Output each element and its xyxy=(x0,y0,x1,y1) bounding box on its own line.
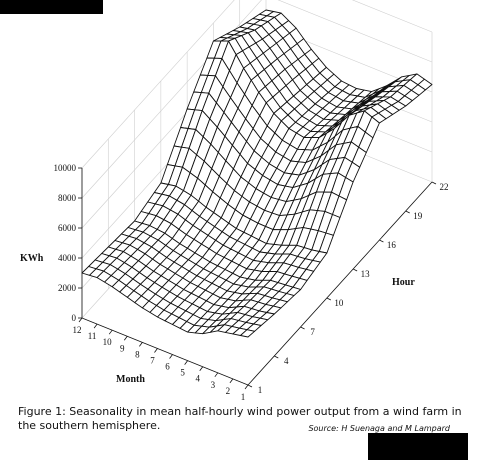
month-axis-label: Month xyxy=(116,374,145,385)
figure-caption-text: Figure 1: Seasonality in mean half-hourl… xyxy=(18,405,462,432)
month-tick-label: 4 xyxy=(195,374,200,384)
month-axis-tick xyxy=(229,378,234,384)
backwall-gridline xyxy=(81,0,235,169)
hour-axis-tick xyxy=(352,268,358,272)
hour-tick-label: 10 xyxy=(334,298,344,308)
hour-axis-tick xyxy=(247,384,253,388)
figure-caption: Figure 1: Seasonality in mean half-hourl… xyxy=(18,405,468,433)
redaction-bar-top xyxy=(0,0,103,14)
hour-tick-label: 13 xyxy=(361,269,371,279)
chart-surface-mesh xyxy=(81,9,433,338)
z-tick-label: 4000 xyxy=(58,253,77,263)
z-tick-label: 2000 xyxy=(58,283,77,293)
hour-axis-tick xyxy=(326,297,332,301)
month-axis-tick xyxy=(199,366,204,371)
month-tick-label: 9 xyxy=(120,343,125,353)
hour-tick-label: 19 xyxy=(413,211,423,221)
hour-tick-label: 22 xyxy=(440,182,449,192)
hour-tick-label: 7 xyxy=(310,327,315,337)
sidewall-gridline xyxy=(277,0,433,63)
hour-axis-tick xyxy=(379,239,384,243)
hour-axis-tick xyxy=(431,181,437,185)
hour-axis-line xyxy=(247,181,433,386)
month-tick-label: 3 xyxy=(211,380,216,390)
surface-cell xyxy=(240,329,256,338)
month-axis-tick xyxy=(169,354,173,359)
month-axis-tick xyxy=(154,348,158,353)
z-tick-label: 6000 xyxy=(58,223,77,233)
month-tick-label: 1 xyxy=(241,392,246,400)
month-axis-tick xyxy=(108,329,113,335)
month-tick-label: 6 xyxy=(165,362,170,372)
z-tick-label: 10000 xyxy=(54,163,77,173)
z-tick-label: 0 xyxy=(72,313,77,323)
chart-axes: 0200040006000800010000KWh121110987654321… xyxy=(20,163,449,400)
month-axis-tick xyxy=(139,342,143,347)
month-tick-label: 11 xyxy=(88,331,97,341)
month-axis-line xyxy=(81,317,249,386)
redaction-bar-bottom xyxy=(368,433,468,460)
month-axis-tick xyxy=(78,317,83,323)
hour-axis-tick xyxy=(405,210,410,214)
month-tick-label: 2 xyxy=(226,386,231,396)
surface-chart: 0200040006000800010000KWh121110987654321… xyxy=(20,0,449,400)
z-axis-label: KWh xyxy=(20,253,44,264)
month-tick-label: 8 xyxy=(135,349,140,359)
hour-tick-label: 16 xyxy=(387,240,397,250)
month-axis-tick xyxy=(184,360,188,365)
hour-axis-tick xyxy=(274,355,279,359)
hour-axis-tick xyxy=(300,326,305,330)
month-tick-label: 7 xyxy=(150,355,155,365)
hour-axis-label: Hour xyxy=(392,277,415,288)
month-tick-label: 12 xyxy=(73,325,82,335)
month-axis-tick xyxy=(214,372,219,378)
month-tick-label: 10 xyxy=(103,337,113,347)
z-tick-label: 8000 xyxy=(58,193,77,203)
sidewall-gridline xyxy=(351,0,433,33)
month-axis-tick xyxy=(244,384,249,390)
month-tick-label: 5 xyxy=(180,368,185,378)
month-axis-tick xyxy=(93,323,98,329)
figure-source: Source: H Suenaga and M Lampard xyxy=(308,424,450,433)
hour-tick-label: 1 xyxy=(258,385,263,395)
month-axis-tick xyxy=(123,336,128,341)
hour-tick-label: 4 xyxy=(284,356,289,366)
